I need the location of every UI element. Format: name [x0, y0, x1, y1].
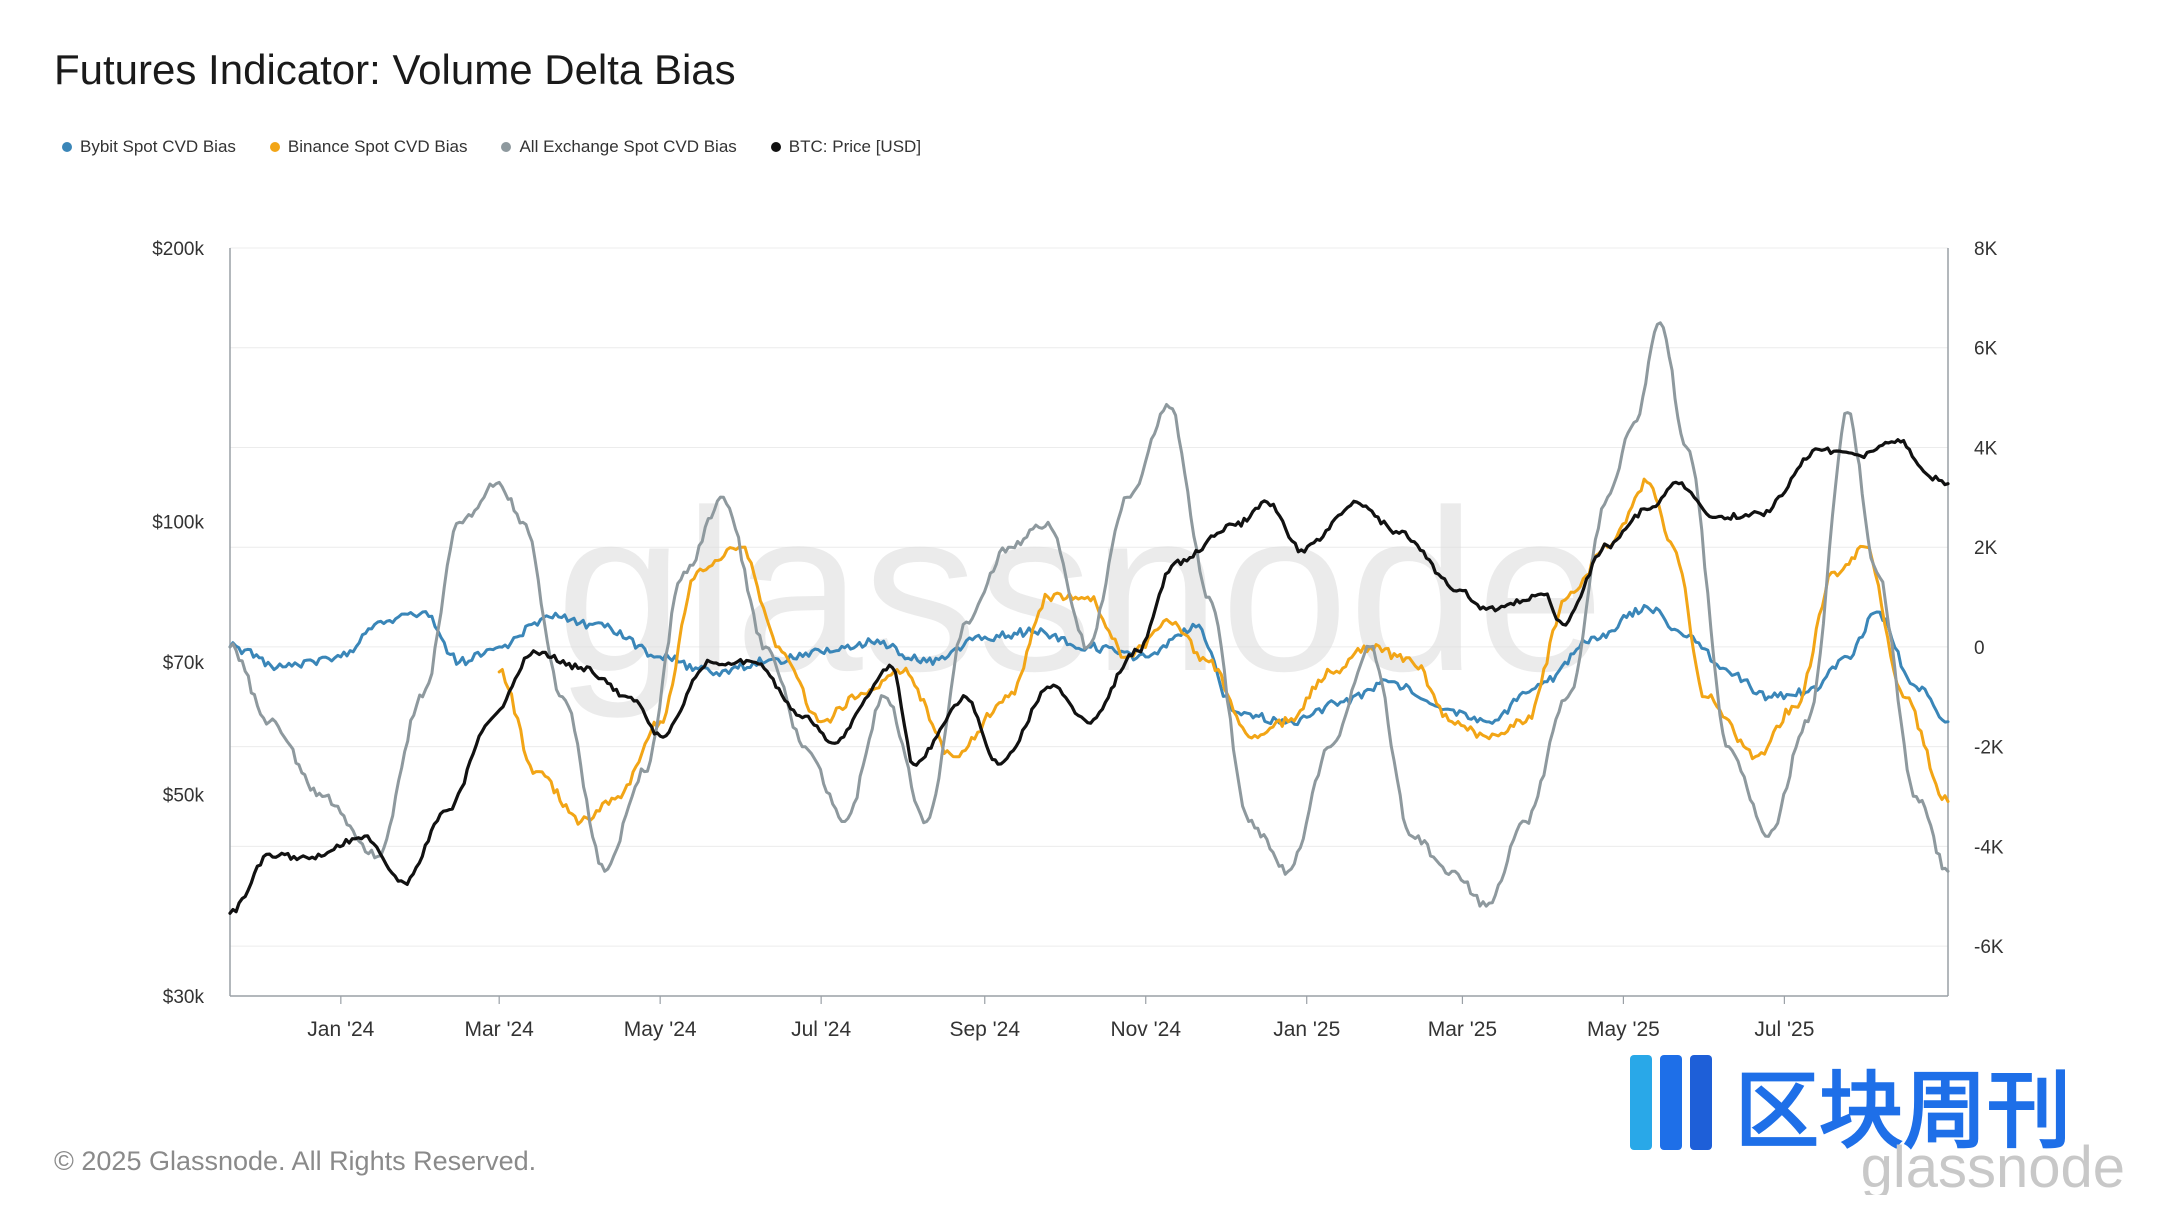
right-tick-label: 4K — [1974, 438, 1998, 459]
x-tick-label: Jul '25 — [1754, 1018, 1814, 1041]
series-line-btc-price-usd — [228, 438, 1950, 915]
x-tick-label: Nov '24 — [1110, 1018, 1181, 1041]
legend-label-bybit: Bybit Spot CVD Bias — [80, 137, 236, 156]
right-tick-label: 8K — [1974, 239, 1998, 260]
left-tick-label: $30k — [163, 987, 205, 1008]
legend-label-btc-price: BTC: Price [USD] — [788, 137, 922, 156]
legend-swatch-binance — [269, 142, 280, 152]
right-tick-label: -2K — [1974, 738, 2004, 759]
x-tick-label: May '25 — [1587, 1018, 1660, 1041]
brand-logo: 区块周刊 glassnode — [1630, 1055, 2125, 1195]
legend-item-bybit[interactable]: Bybit Spot CVD Bias — [62, 137, 236, 157]
right-tick-label: 2K — [1974, 538, 1998, 559]
right-tick-label: -6K — [1974, 937, 2004, 958]
brand-mark-icon — [1630, 1055, 1712, 1150]
x-tick-label: Sep '24 — [949, 1018, 1020, 1041]
left-tick-label: $100k — [152, 512, 204, 533]
right-tick-label: -4K — [1974, 837, 2004, 858]
x-tick-label: Jul '24 — [791, 1018, 851, 1041]
copyright-footer: © 2025 Glassnode. All Rights Reserved. — [54, 1146, 537, 1176]
watermark-text: glassnode — [556, 462, 1605, 719]
legend-item-binance[interactable]: Binance Spot CVD Bias — [269, 137, 468, 157]
x-tick-label: Jan '24 — [307, 1018, 374, 1041]
legend-label-all-exchange: All Exchange Spot CVD Bias — [519, 137, 737, 156]
left-tick-label: $50k — [163, 786, 205, 807]
left-tick-label: $70k — [163, 653, 205, 674]
brand-sub-text: glassnode — [1861, 1135, 2125, 1195]
series-line-all-exchange-spot-cvd-bias — [228, 321, 1950, 908]
x-tick-label: Mar '24 — [464, 1018, 534, 1041]
tick-labels: $30k $50k $70k $100k $200k -6K -4K -2K 0 2K 4K 6K 8K… — [152, 239, 2004, 1041]
legend-label-binance: Binance Spot CVD Bias — [287, 137, 468, 156]
brand-cn-text: 区块周刊 — [1735, 1062, 2071, 1160]
series-line-bybit-spot-cvd-bias — [228, 604, 1950, 727]
x-tick-label: Jan '25 — [1273, 1018, 1340, 1041]
grid-lines — [230, 247, 1948, 947]
legend-swatch-btc-price — [770, 142, 781, 152]
right-tick-label: 6K — [1974, 339, 1998, 360]
legend: Bybit Spot CVD Bias Binance Spot CVD Bia… — [62, 137, 921, 157]
series-group — [228, 321, 1950, 915]
x-tick-label: May '24 — [624, 1018, 697, 1041]
chart-title: Futures Indicator: Volume Delta Bias — [54, 46, 736, 93]
legend-item-all-exchange[interactable]: All Exchange Spot CVD Bias — [501, 137, 737, 157]
left-tick-label: $200k — [152, 239, 204, 260]
legend-swatch-all-exchange — [501, 142, 512, 152]
legend-swatch-bybit — [62, 142, 72, 152]
right-tick-label: 0 — [1974, 638, 1985, 659]
x-tick-label: Mar '25 — [1428, 1018, 1497, 1041]
legend-item-btc-price[interactable]: BTC: Price [USD] — [770, 137, 922, 157]
